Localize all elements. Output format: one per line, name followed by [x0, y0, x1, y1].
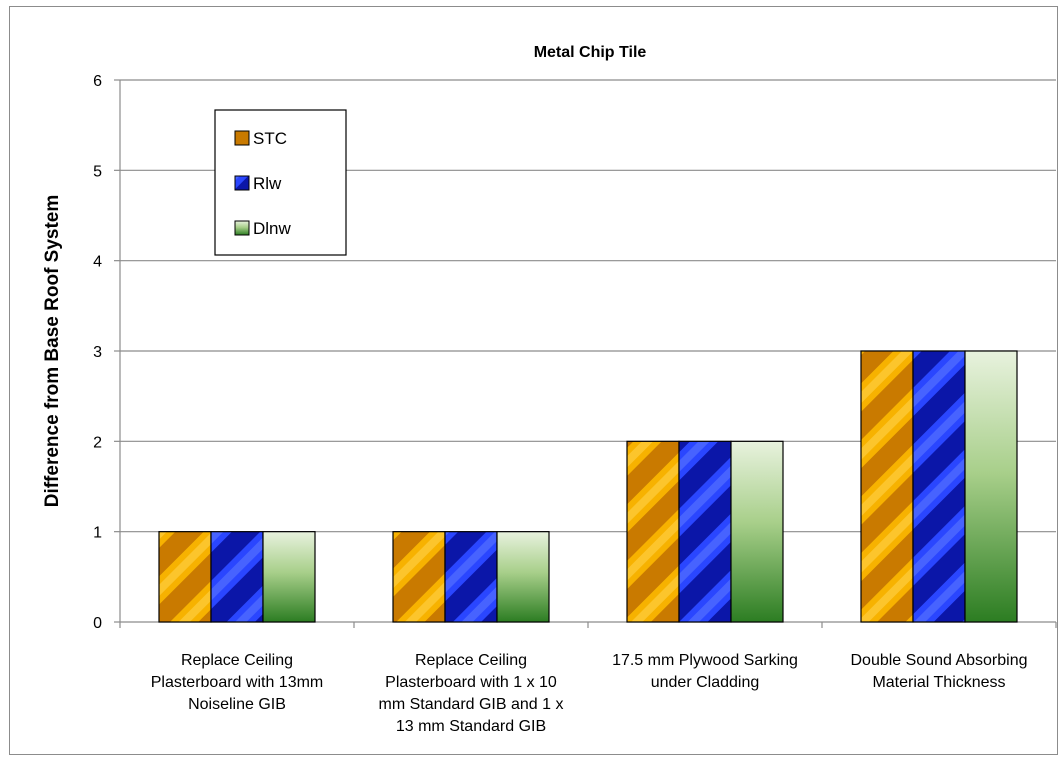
- bar-dlnw: [965, 351, 1017, 622]
- bar-dlnw: [497, 532, 549, 622]
- x-category-label: Replace Ceiling Plasterboard with 13mm Noi…: [151, 652, 324, 713]
- x-category-label: Replace Ceiling Plasterboard with 1 x 10 m…: [379, 652, 564, 735]
- y-tick-label: 2: [93, 434, 102, 451]
- legend-label: Dlnw: [253, 219, 292, 238]
- chart-title: Metal Chip Tile: [534, 44, 647, 61]
- bars: [159, 351, 1017, 622]
- legend-swatch: [235, 176, 249, 190]
- bar-stc: [393, 532, 445, 622]
- legend-swatch: [235, 131, 249, 145]
- x-category-label: Double Sound Absorbing Material Thickness: [850, 652, 1027, 691]
- legend-swatch: [235, 221, 249, 235]
- bar-dlnw: [731, 441, 783, 622]
- bar-rlw: [445, 532, 497, 622]
- bar-stc: [159, 532, 211, 622]
- bar-stc: [861, 351, 913, 622]
- bar-rlw: [913, 351, 965, 622]
- bar-dlnw: [263, 532, 315, 622]
- bar-rlw: [211, 532, 263, 622]
- x-category-label: 17.5 mm Plywood Sarking under Cladding: [612, 652, 798, 691]
- y-axis-label: Difference from Base Roof System: [42, 195, 63, 508]
- category-labels: Replace Ceiling Plasterboard with 13mm Noi…: [151, 652, 1028, 735]
- bar-rlw: [679, 441, 731, 622]
- y-tick-label: 1: [93, 525, 102, 542]
- legend: STC Rlw Dlnw: [215, 110, 346, 255]
- y-tick-label: 0: [93, 615, 102, 632]
- legend-label: STC: [253, 129, 287, 148]
- tick-labels: 0 1 2 3 4 5 6: [93, 73, 102, 632]
- bar-stc: [627, 441, 679, 622]
- y-tick-label: 3: [93, 344, 102, 361]
- y-tick-label: 4: [93, 254, 102, 271]
- y-tick-label: 6: [93, 73, 102, 90]
- legend-label: Rlw: [253, 174, 282, 193]
- y-tick-label: 5: [93, 163, 102, 180]
